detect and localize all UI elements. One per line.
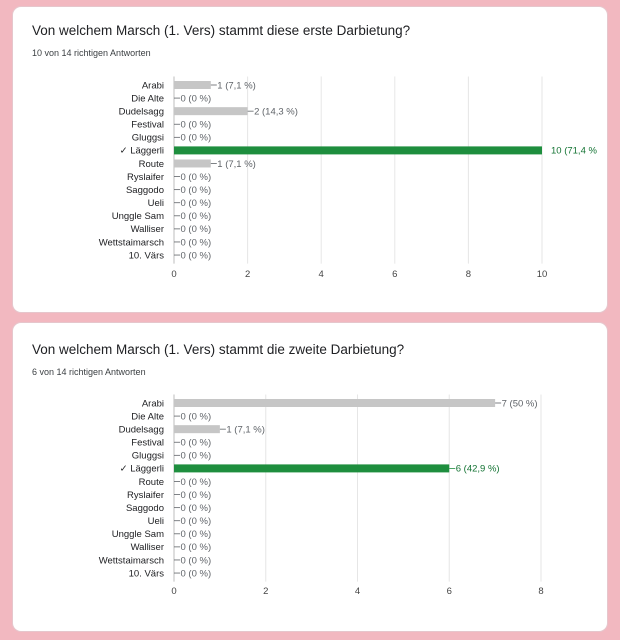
data-label: 0 (0 %)	[181, 477, 212, 488]
category-label: Route	[139, 159, 164, 170]
x-tick-label: 6	[447, 586, 452, 597]
category-label: Route	[139, 477, 164, 488]
category-label: Festival	[131, 120, 164, 131]
data-label: 0 (0 %)	[181, 250, 212, 261]
category-label: Unggle Sam	[112, 529, 164, 540]
data-label: 0 (0 %)	[181, 568, 212, 579]
x-tick-label: 0	[171, 269, 176, 280]
data-label: 0 (0 %)	[181, 451, 212, 462]
category-label: Arabi	[142, 398, 164, 409]
category-label: 10. Värs	[129, 568, 165, 579]
bar	[174, 399, 496, 407]
x-tick-label: 4	[319, 269, 324, 280]
category-label: Dudelsagg	[119, 106, 164, 117]
question-title: Von welchem Marsch (1. Vers) stammt die …	[32, 342, 405, 357]
data-label: 0 (0 %)	[181, 516, 212, 527]
x-tick-label: 6	[392, 269, 397, 280]
x-tick-label: 2	[245, 269, 250, 280]
bar-correct	[174, 146, 542, 155]
category-label: Festival	[131, 438, 164, 449]
category-label: ✓ Läggerli	[120, 146, 164, 157]
data-label: 0 (0 %)	[181, 93, 212, 104]
bar	[174, 81, 211, 89]
category-label: Dudelsagg	[119, 424, 164, 435]
category-label: Wettstaimarsch	[99, 237, 164, 248]
category-label: Gluggsi	[132, 451, 164, 462]
bar	[174, 107, 248, 116]
category-label: Wettstaimarsch	[99, 555, 164, 566]
data-label: 7 (50 %)	[502, 398, 538, 409]
data-label: 1 (7,1 %)	[217, 159, 256, 170]
correct-answers-summary: 6 von 14 richtigen Antworten	[32, 367, 146, 377]
data-label: 0 (0 %)	[181, 490, 212, 501]
category-label: Die Alte	[131, 93, 164, 104]
data-label: 6 (42,9 %)	[456, 464, 500, 475]
category-label: Ueli	[148, 198, 164, 209]
data-label: 1 (7,1 %)	[226, 424, 265, 435]
category-label: Saggodo	[126, 503, 164, 514]
data-label: 0 (0 %)	[181, 503, 212, 514]
correct-answers-summary: 10 von 14 richtigen Antworten	[32, 48, 151, 58]
data-label: 1 (7,1 %)	[217, 80, 256, 91]
data-label: 0 (0 %)	[181, 224, 212, 235]
bar-chart-2: Arabi 7 (50 %) Die Alte 0 (0 %) Dudelsagg 1 (…	[99, 394, 544, 597]
category-label: Unggle Sam	[112, 211, 164, 222]
x-tick-label: 0	[171, 586, 176, 597]
data-label: 2 (14,3 %)	[254, 106, 298, 117]
x-tick-label: 2	[263, 586, 268, 597]
x-tick-label: 10	[537, 269, 548, 280]
data-label: 0 (0 %)	[181, 237, 212, 248]
category-label: Ryslaifer	[127, 490, 164, 501]
data-label: 0 (0 %)	[181, 172, 212, 183]
data-label: 0 (0 %)	[181, 438, 212, 449]
x-tick-label: 8	[538, 586, 543, 597]
category-label: Gluggsi	[132, 133, 164, 144]
category-label: Arabi	[142, 80, 164, 91]
data-label: 0 (0 %)	[181, 133, 212, 144]
category-label: Ueli	[148, 516, 164, 527]
data-label: 0 (0 %)	[181, 542, 212, 553]
data-label: 0 (0 %)	[181, 198, 212, 209]
category-label: Walliser	[131, 224, 164, 235]
question-card-2: Von welchem Marsch (1. Vers) stammt die …	[13, 323, 607, 631]
x-tick-label: 8	[466, 269, 471, 280]
category-label: ✓ Läggerli	[120, 464, 164, 475]
category-label: Walliser	[131, 542, 164, 553]
data-label: 0 (0 %)	[181, 120, 212, 131]
bar	[174, 425, 220, 434]
x-tick-label: 4	[355, 586, 360, 597]
data-label: 0 (0 %)	[181, 411, 212, 422]
bar-correct	[174, 464, 450, 473]
category-label: Saggodo	[126, 185, 164, 196]
category-label: Ryslaifer	[127, 172, 164, 183]
data-label: 0 (0 %)	[181, 185, 212, 196]
category-label: 10. Värs	[129, 250, 165, 261]
category-label: Die Alte	[131, 411, 164, 422]
bar	[174, 159, 211, 168]
bar-chart-1: Arabi 1 (7,1 %) Die Alte 0 (0 %) Dudelsagg 2 …	[99, 76, 597, 280]
data-label: 0 (0 %)	[181, 555, 212, 566]
question-card-1: Von welchem Marsch (1. Vers) stammt dies…	[13, 7, 607, 312]
question-title: Von welchem Marsch (1. Vers) stammt dies…	[32, 23, 411, 38]
data-label: 0 (0 %)	[181, 529, 212, 540]
data-label: 10 (71,4 %	[551, 146, 597, 157]
data-label: 0 (0 %)	[181, 211, 212, 222]
